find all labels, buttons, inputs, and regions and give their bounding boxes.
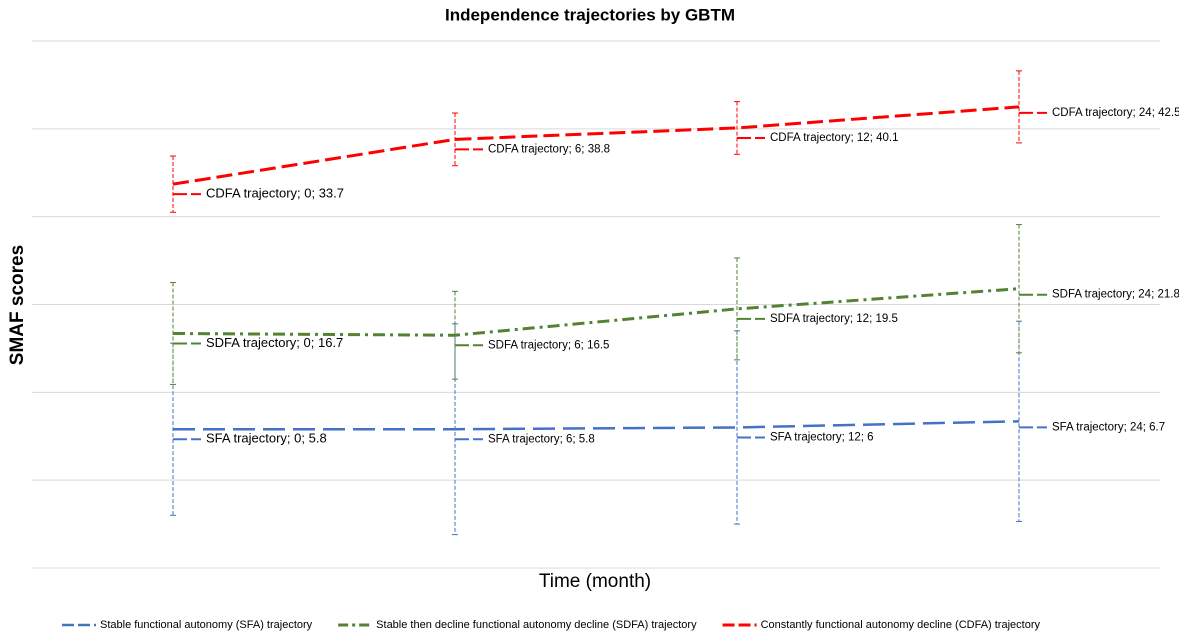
series-line — [173, 420, 1020, 431]
series-line — [172, 105, 1020, 186]
data-label: SDFA trajectory; 12; 19.5 — [770, 313, 898, 325]
legend-label: Constantly functional autonomy decline (… — [761, 619, 1041, 631]
data-label: CDFA trajectory; 6; 38.8 — [488, 143, 610, 155]
data-label: CDFA trajectory; 24; 42.5 — [1052, 107, 1179, 119]
data-label: SFA trajectory; 0; 5.8 — [206, 431, 327, 446]
legend-label: Stable then decline functional autonomy … — [376, 619, 697, 631]
legend-label: Stable functional autonomy (SFA) traject… — [100, 619, 313, 631]
data-label: CDFA trajectory; 0; 33.7 — [206, 186, 344, 201]
series-line — [172, 287, 1020, 337]
x-axis-title: Time (month) — [539, 571, 651, 592]
data-label: SDFA trajectory; 6; 16.5 — [488, 339, 609, 351]
chart-title: Independence trajectories by GBTM — [445, 5, 735, 24]
y-axis-title: SMAF scores — [7, 245, 28, 365]
data-label: CDFA trajectory; 12; 40.1 — [770, 132, 898, 144]
data-label: SFA trajectory; 6; 5.8 — [488, 433, 595, 445]
data-label: SDFA trajectory; 24; 21.8 — [1052, 289, 1179, 301]
data-label: SDFA trajectory; 0; 16.7 — [206, 335, 343, 350]
data-label: SFA trajectory; 24; 6.7 — [1052, 421, 1165, 433]
data-label: SFA trajectory; 12; 6 — [770, 431, 874, 443]
